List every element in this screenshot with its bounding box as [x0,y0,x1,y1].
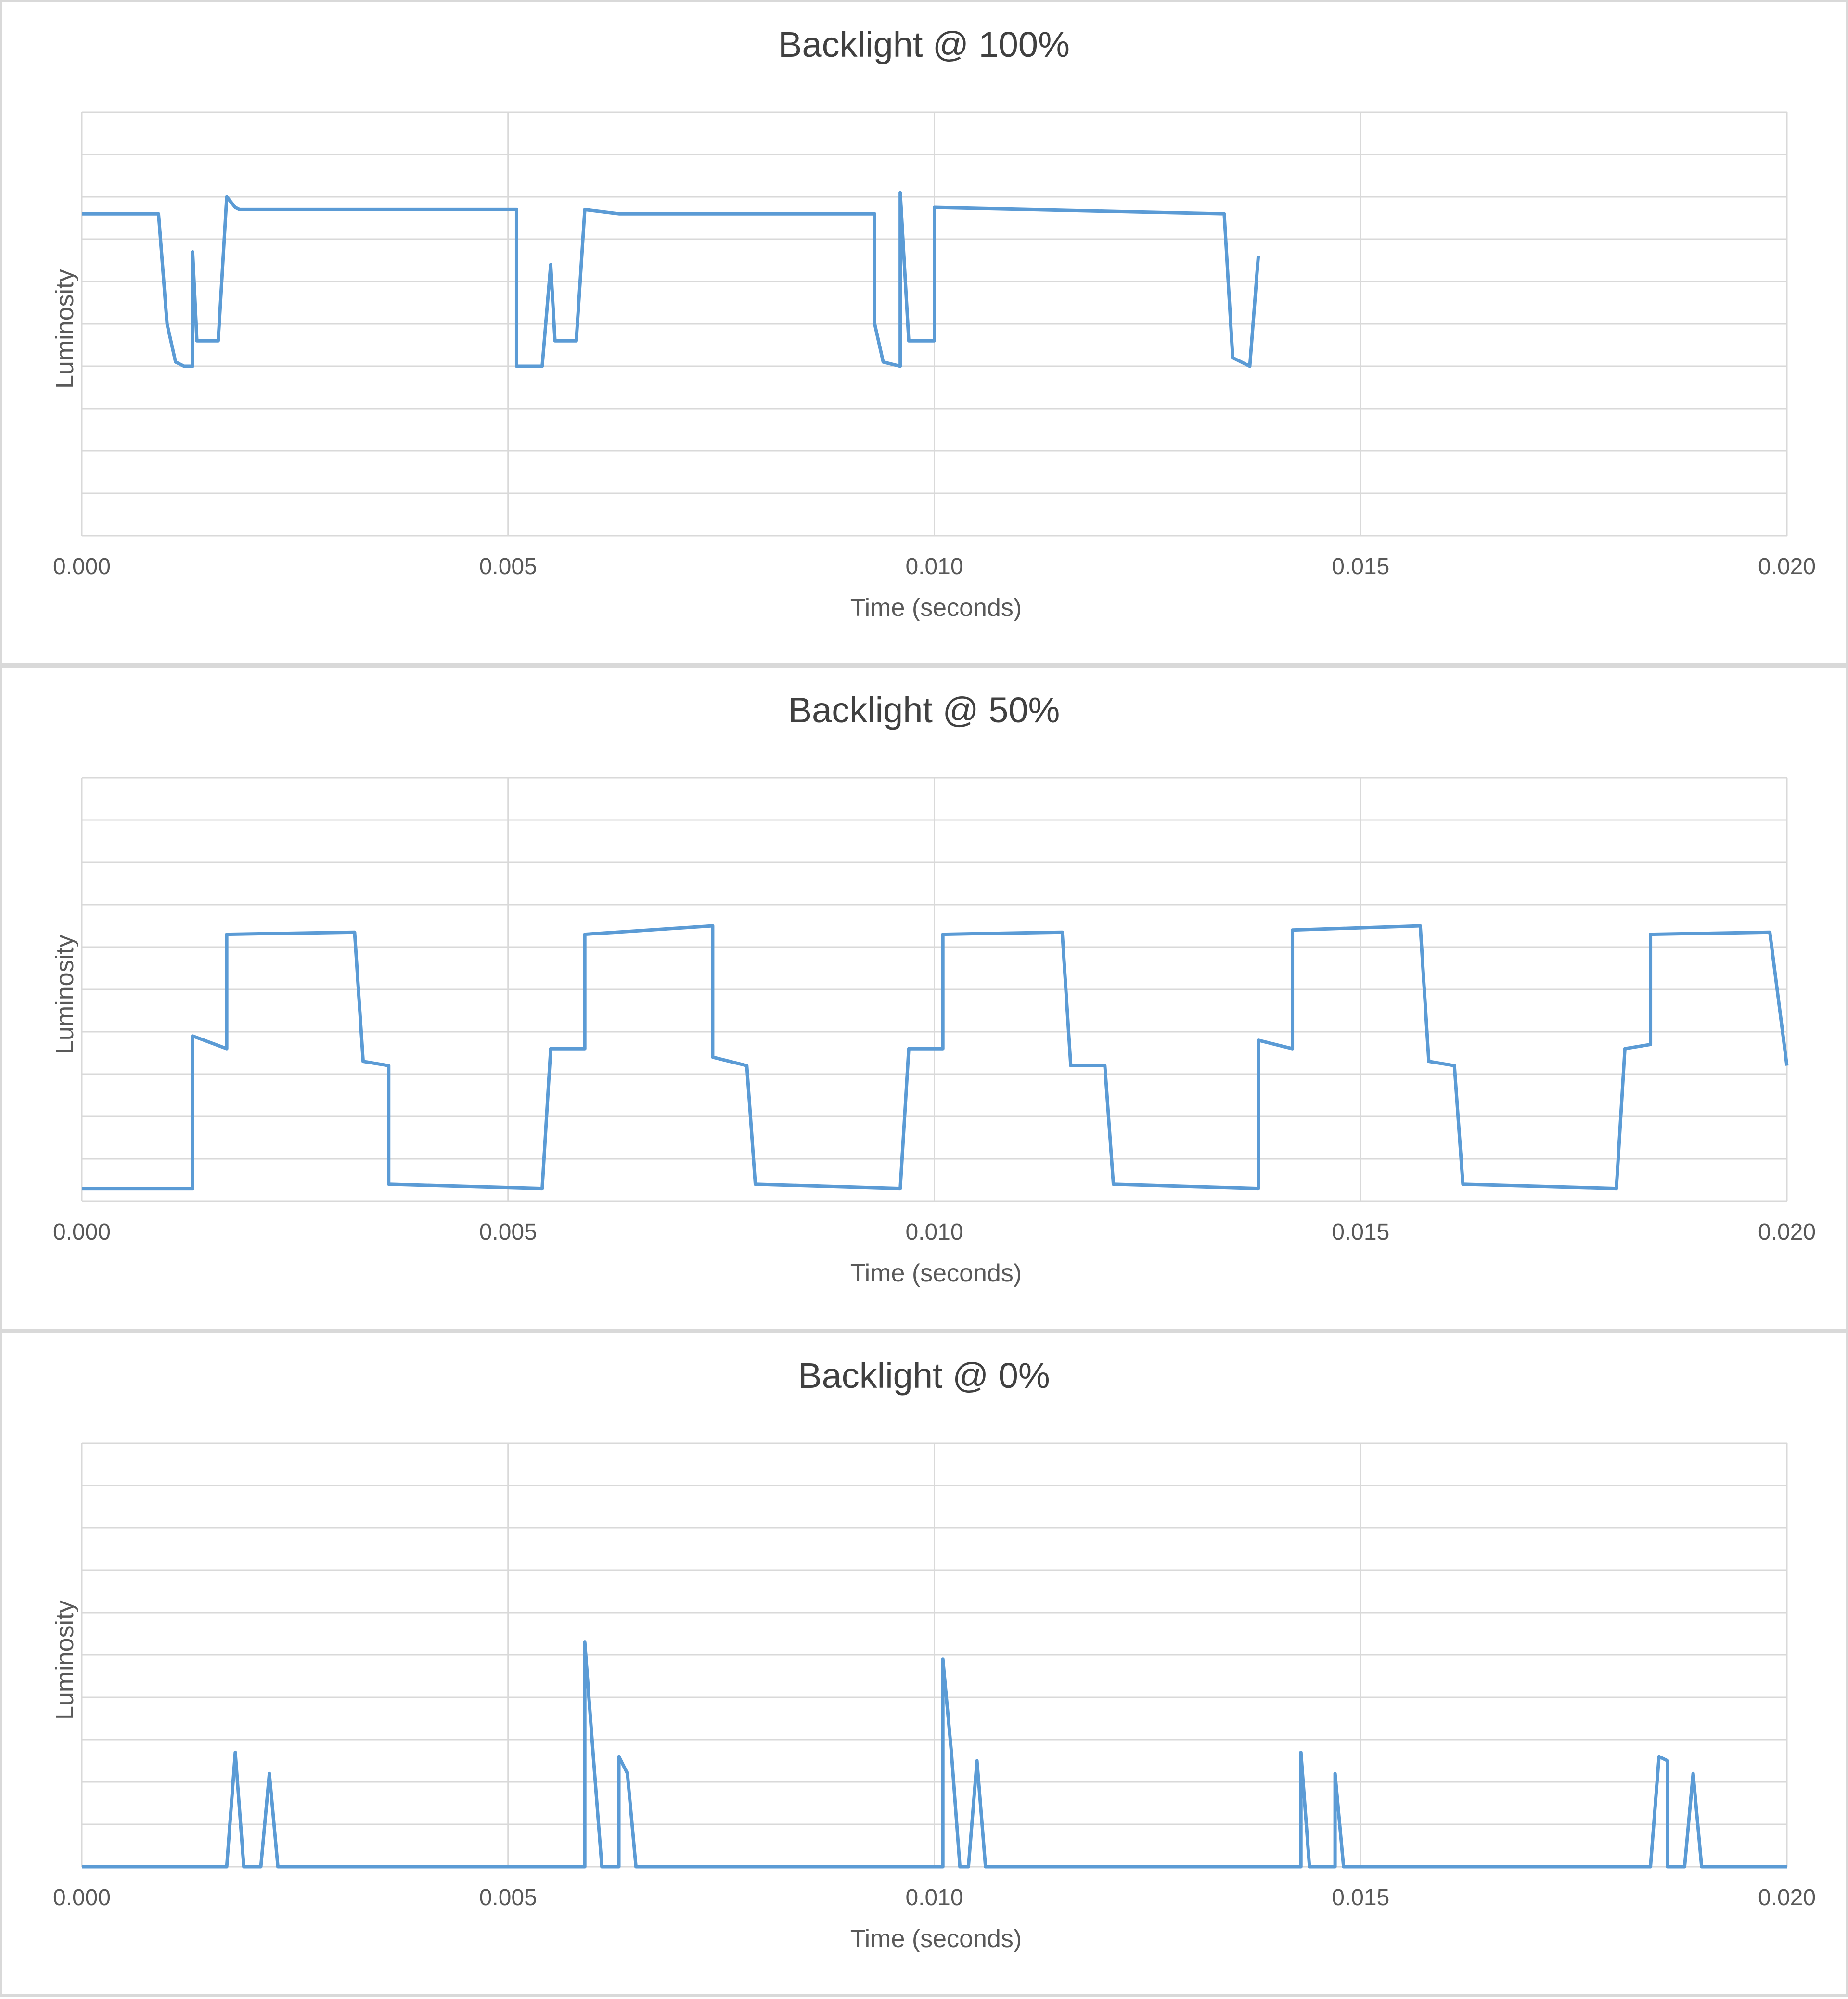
x-tick-label: 0.010 [905,554,963,579]
x-tick-label: 0.005 [479,1885,537,1910]
chart-panel-2: Backlight @ 50% Time (seconds) Luminosit… [0,666,1848,1331]
series-line [82,924,1789,1191]
series-line [82,191,1260,368]
x-tick-label: 0.000 [53,554,111,579]
x-tick-label: 0.010 [905,1219,963,1245]
line-chart-plot: 0.000 0.005 0.010 0.015 0.020 [53,777,1816,1245]
x-tick-label: 0.000 [53,1885,111,1910]
x-tick-label: 0.020 [1758,1219,1816,1245]
chart-title: Backlight @ 0% [798,1356,1050,1396]
chart-title: Backlight @ 50% [788,690,1060,730]
x-axis-label: Time (seconds) [850,1259,1022,1287]
x-axis-label: Time (seconds) [850,1925,1022,1953]
x-tick-label: 0.020 [1758,554,1816,579]
chart-panel-1: Backlight @ 100% Time (seconds) Luminosi… [0,0,1848,666]
x-tick-label: 0.015 [1332,1885,1389,1910]
x-tick-label: 0.010 [905,1885,963,1910]
x-axis-label: Time (seconds) [850,594,1022,622]
x-tick-label: 0.000 [53,1219,111,1245]
x-tick-label: 0.020 [1758,1885,1816,1910]
chart-panel-3: Backlight @ 0% Time (seconds) Luminosity… [0,1331,1848,1997]
x-tick-label: 0.015 [1332,554,1389,579]
x-tick-label: 0.015 [1332,1219,1389,1245]
x-tick-label: 0.005 [479,1219,537,1245]
line-chart-plot: 0.000 0.005 0.010 0.015 0.020 [53,1442,1816,1910]
chart-title: Backlight @ 100% [778,25,1070,64]
line-chart-plot: 0.000 0.005 0.010 0.015 0.020 [53,111,1816,579]
x-tick-label: 0.005 [479,554,537,579]
series-line [82,1640,1787,1869]
